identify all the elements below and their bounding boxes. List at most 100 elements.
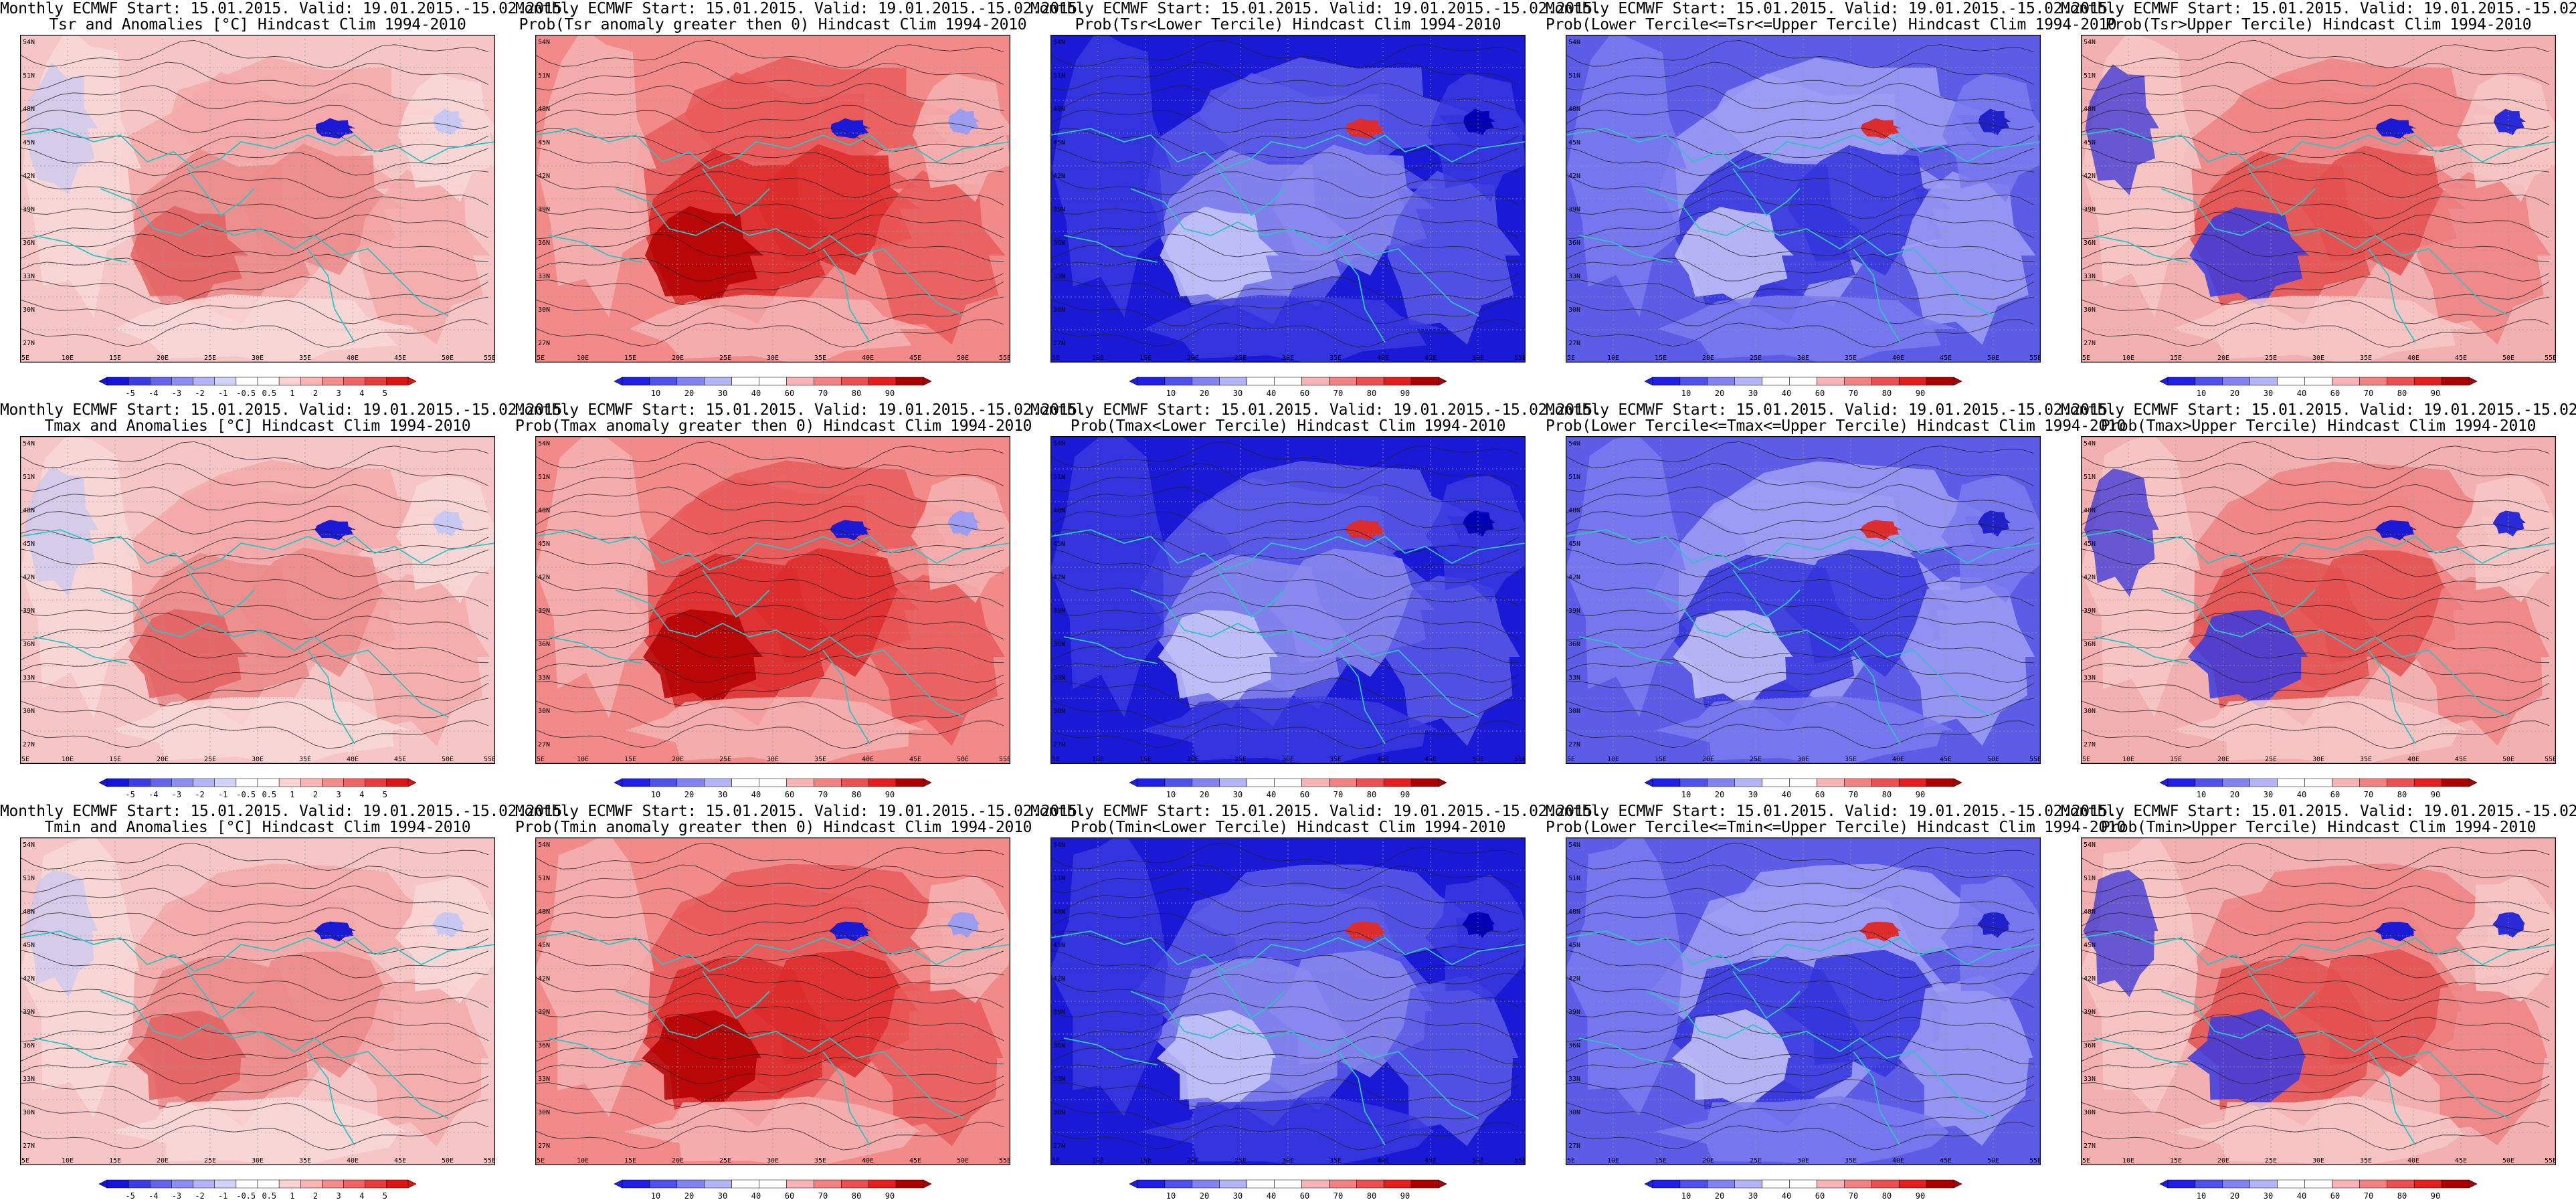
colorbar-label: 10 <box>651 1191 660 1201</box>
colorbar-swatch <box>1844 1179 1872 1189</box>
colorbar-label: 80 <box>852 1191 861 1201</box>
lon-tick-label: 40E <box>862 756 874 763</box>
colorbar-label: 5 <box>383 1191 387 1201</box>
lon-tick-label: 5E <box>21 1157 29 1165</box>
colorbar-swatch <box>2413 778 2442 787</box>
colorbar-swatch <box>365 778 387 787</box>
colorbar-swatch <box>1679 778 1708 787</box>
lat-tick-label: 30N <box>1568 306 1580 314</box>
lat-tick-label: 36N <box>1053 239 1065 247</box>
colorbar-swatch <box>2195 377 2223 386</box>
lon-tick-label: 20E <box>157 355 169 362</box>
colorbar-swatch <box>2195 1179 2223 1189</box>
lon-tick-label: 15E <box>1139 355 1152 362</box>
lat-tick-label: 36N <box>538 1042 550 1049</box>
colorbar-label: 20 <box>2230 389 2239 398</box>
lat-tick-label: 54N <box>1053 841 1065 849</box>
colorbar-swatch <box>2332 778 2360 787</box>
colorbar-label: 40 <box>1267 389 1276 398</box>
colorbar-swatch <box>2441 1179 2470 1189</box>
colorbar-swatch <box>1410 1179 1439 1189</box>
lat-tick-label: 48N <box>2084 106 2096 113</box>
colorbar-label: -2 <box>195 1191 204 1201</box>
colorbar-swatch <box>1926 1179 1954 1189</box>
colorbar-label: 10 <box>1681 389 1691 398</box>
panel-title-line1: Monthly ECMWF Start: 15.01.2015. Valid: … <box>1030 0 1602 17</box>
colorbar-swatch <box>2249 1179 2278 1189</box>
lat-tick-label: 48N <box>23 908 35 916</box>
lon-tick-label: 50E <box>2502 355 2514 362</box>
lon-tick-label: 20E <box>1187 1157 1199 1165</box>
lon-tick-label: 25E <box>1750 1157 1762 1165</box>
colorbar-label: 40 <box>1782 1191 1791 1201</box>
panel-title-line1: Monthly ECMWF Start: 15.01.2015. Valid: … <box>515 0 1087 17</box>
colorbar: 10 20 30 40 60 70 80 90 <box>2159 778 2478 799</box>
colorbar-label: 20 <box>1715 389 1724 398</box>
forecast-map: 5E 10E 15E 20E 25E 30E 35E 40E 45E 50E 55E 54N 51N 48… <box>1050 35 1526 363</box>
lon-tick-label: 30E <box>1282 1157 1294 1165</box>
colorbar-swatch <box>1274 377 1302 386</box>
map-panel: Monthly ECMWF Start: 15.01.2015. Valid: … <box>1030 401 1602 803</box>
lon-tick-label: 55E <box>999 355 1010 362</box>
colorbar-swatch <box>1383 377 1412 386</box>
forecast-map: 5E 10E 15E 20E 25E 30E 35E 40E 45E 50E 55E 54N 51N 48… <box>535 436 1010 764</box>
lat-tick-label: 30N <box>1568 708 1580 715</box>
colorbar-swatch <box>622 778 650 787</box>
colorbar-label: -1 <box>218 1191 227 1201</box>
lon-tick-label: 40E <box>347 1157 359 1165</box>
lon-tick-label: 35E <box>814 1157 826 1165</box>
lat-tick-label: 51N <box>538 474 550 481</box>
colorbar-swatch <box>1871 1179 1900 1189</box>
colorbar-label: 30 <box>1748 389 1758 398</box>
lon-tick-label: 45E <box>1424 1157 1437 1165</box>
colorbar-swatch <box>2277 377 2305 386</box>
colorbar-swatch <box>171 778 193 787</box>
colorbar-label: 60 <box>785 389 794 398</box>
lat-tick-label: 42N <box>1053 975 1065 983</box>
lat-tick-label: 45N <box>23 942 35 949</box>
colorbar-swatch <box>1410 377 1439 386</box>
lon-tick-label: 55E <box>1514 1157 1526 1165</box>
lon-tick-label: 20E <box>157 1157 169 1165</box>
lat-tick-label: 33N <box>23 273 35 280</box>
colorbar: 10 20 30 40 60 70 80 90 <box>614 1179 932 1201</box>
colorbar-swatch <box>386 778 409 787</box>
colorbar-label: 40 <box>2297 790 2306 799</box>
lon-tick-label: 40E <box>347 756 359 763</box>
colorbar-swatch <box>1926 778 1954 787</box>
lon-tick-label: 30E <box>767 355 779 362</box>
lon-tick-label: 55E <box>999 1157 1010 1165</box>
lat-tick-label: 39N <box>1568 607 1580 615</box>
lon-tick-label: 35E <box>814 355 826 362</box>
lon-tick-label: 50E <box>1472 355 1484 362</box>
colorbar-label: 1 <box>290 790 294 799</box>
lat-tick-label: 27N <box>2084 741 2096 748</box>
panel-title-line2: Prob(Tmax anomaly greater then 0) Hindca… <box>515 417 1032 435</box>
colorbar-swatch <box>868 778 897 787</box>
lat-tick-label: 33N <box>538 273 550 280</box>
colorbar-swatch <box>2332 1179 2360 1189</box>
lon-tick-label: 5E <box>21 756 29 763</box>
lon-tick-label: 40E <box>1892 1157 1904 1165</box>
lat-tick-label: 30N <box>23 306 35 314</box>
colorbar-swatch <box>1789 377 1817 386</box>
colorbar-label: 60 <box>2330 1191 2340 1201</box>
colorbar-label: 80 <box>852 389 861 398</box>
lon-tick-label: 5E <box>1567 756 1575 763</box>
colorbar-label: 2 <box>313 1191 318 1201</box>
lat-tick-label: 54N <box>1568 841 1580 849</box>
colorbar-swatch <box>1383 1179 1412 1189</box>
panel-title-line2: Prob(Tsr<Lower Tercile) Hindcast Clim 19… <box>1075 16 1501 33</box>
forecast-map: 5E 10E 15E 20E 25E 30E 35E 40E 45E 50E 55E 54N 51N 48… <box>1566 436 2041 764</box>
colorbar-swatch <box>2167 377 2196 386</box>
colorbar-label: 30 <box>718 1191 727 1201</box>
colorbar-swatch <box>2304 377 2332 386</box>
lat-tick-label: 30N <box>538 306 550 314</box>
colorbar: 10 20 30 40 60 70 80 90 <box>1129 778 1447 799</box>
colorbar-label: 90 <box>2431 389 2440 398</box>
colorbar-label: 80 <box>2397 790 2407 799</box>
lon-tick-label: 35E <box>299 1157 311 1165</box>
colorbar-swatch <box>300 377 323 386</box>
lon-tick-label: 55E <box>1514 355 1526 362</box>
lon-tick-label: 10E <box>1607 355 1619 362</box>
